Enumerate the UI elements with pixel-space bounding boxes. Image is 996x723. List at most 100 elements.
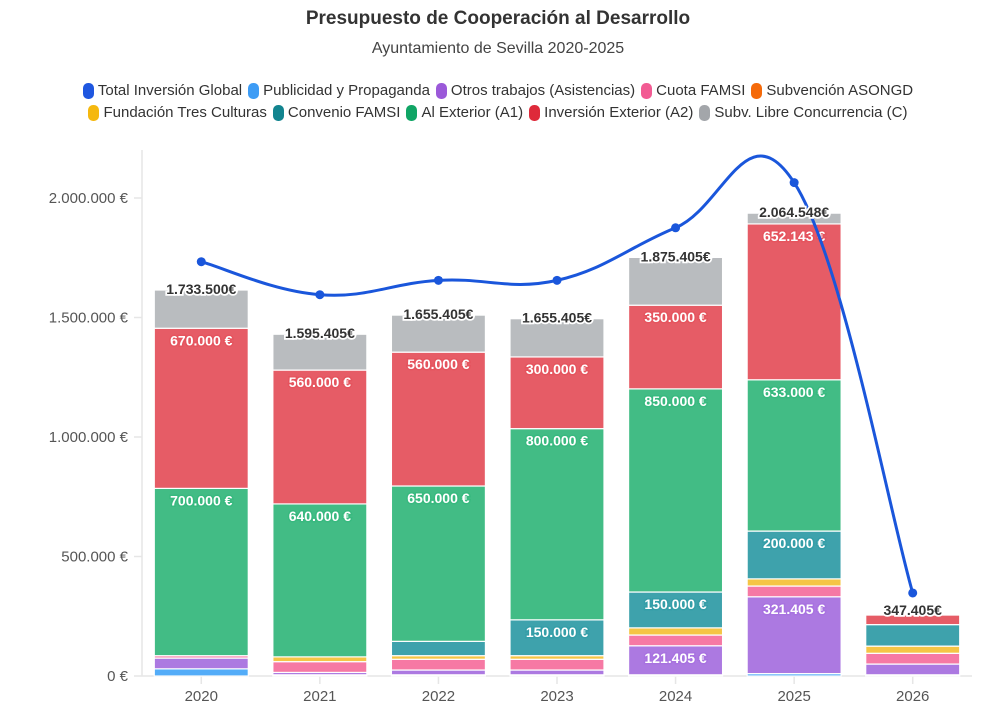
bar-value-label: 560.000 €	[289, 374, 351, 390]
bar-segment	[390, 640, 487, 657]
bar-segment	[509, 428, 605, 621]
bar-segment	[627, 627, 724, 636]
bar-value-label: 640.000 €	[289, 508, 351, 524]
legend-swatch-icon	[82, 82, 94, 99]
x-tick-label: 2023	[540, 688, 573, 705]
y-tick-label: 1.500.000 €	[49, 310, 129, 327]
legend-item-cuota-famsi[interactable]: Cuota FAMSI	[641, 82, 745, 99]
bar-segment	[272, 333, 368, 371]
total-value-label: 2.064.548€	[759, 204, 829, 220]
bar-segment	[272, 661, 368, 674]
bar-segment	[272, 656, 368, 663]
bar-value-label: 560.000 €	[407, 356, 469, 372]
total-line-point	[552, 275, 562, 285]
bar-value-label: 633.000 €	[763, 384, 825, 400]
legend-item-inversion-exterior-a2[interactable]: Inversión Exterior (A2)	[529, 104, 693, 121]
bar-value-label: 350.000 €	[644, 309, 706, 325]
bar-segment	[627, 304, 724, 390]
bar-segment	[390, 351, 487, 487]
legend-label: Publicidad y Propaganda	[263, 82, 430, 99]
legend-label: Subv. Libre Concurrencia (C)	[714, 104, 908, 121]
bar-value-label: 700.000 €	[170, 492, 232, 508]
legend-item-fundacion-tres-culturas[interactable]: Fundación Tres Culturas	[88, 104, 267, 121]
legend-label: Total Inversión Global	[97, 82, 243, 99]
total-line-point	[671, 223, 681, 233]
legend-swatch-icon	[699, 104, 711, 121]
bar-segment	[746, 585, 842, 598]
bar-segment	[153, 657, 249, 670]
total-line-point	[196, 257, 206, 267]
y-tick-label: 2.000.000 €	[49, 190, 129, 207]
bar-segment	[153, 668, 249, 677]
bar-value-label: 150.000 €	[644, 596, 706, 612]
legend-item-al-exterior-a1[interactable]: Al Exterior (A1)	[406, 104, 523, 121]
legend-item-subv-libre-concurrencia[interactable]: Subv. Libre Concurrencia (C)	[699, 104, 908, 121]
bar-segment	[390, 669, 487, 676]
legend-swatch-icon	[751, 82, 763, 99]
legend-swatch-icon	[272, 104, 284, 121]
bar-segment	[272, 503, 368, 658]
bar-segment	[390, 314, 487, 353]
bar-value-label: 652.143 €	[763, 228, 825, 244]
legend-swatch-icon	[435, 82, 447, 99]
total-labels: 1.733.500€ 1.595.405€ 1.655.405€ 1.655.405€…	[164, 202, 943, 619]
bar-segment	[153, 289, 249, 329]
legend-item-convenio-famsi[interactable]: Convenio FAMSI	[272, 104, 401, 121]
legend-item-subvencion-asongd[interactable]: Subvención ASONGD	[751, 82, 913, 99]
bar-segment	[153, 487, 249, 657]
x-tick-label: 2020	[185, 688, 218, 705]
x-tick-label: 2025	[777, 688, 810, 705]
legend-swatch-icon	[529, 104, 541, 121]
bar-segment	[746, 530, 842, 580]
bar-segment	[509, 669, 605, 676]
total-value-label: 1.733.500€	[166, 281, 236, 297]
bar-segment	[390, 485, 487, 642]
legend-row-2: Fundación Tres Culturas Convenio FAMSI A…	[0, 104, 996, 121]
bar-data-labels: 700.000 € 670.000 € 640.000 € 560.000 € 650.…	[169, 226, 827, 667]
legend-label: Cuota FAMSI	[656, 82, 746, 99]
bar-value-label: 200.000 €	[763, 535, 825, 551]
total-value-label: 1.875.405€	[641, 248, 711, 264]
total-line-point	[315, 290, 325, 300]
bar-value-label: 850.000 €	[644, 393, 706, 409]
legend-item-total-inversion-global[interactable]: Total Inversión Global	[82, 82, 243, 99]
total-line-point	[789, 178, 799, 188]
legend-item-otros-trabajos[interactable]: Otros trabajos (Asistencias)	[435, 82, 636, 99]
bar-segment	[153, 327, 249, 489]
legend-swatch-icon	[641, 82, 653, 99]
legend-label: Al Exterior (A1)	[421, 104, 524, 121]
bar-segment	[865, 614, 961, 626]
bar-stacks	[153, 212, 961, 677]
bar-segment	[746, 212, 842, 225]
bar-segment	[509, 658, 605, 671]
total-line	[196, 154, 918, 598]
bar-segment	[509, 619, 605, 657]
legend-item-publicidad[interactable]: Publicidad y Propaganda	[248, 82, 430, 99]
bar-segment	[746, 223, 842, 381]
total-line-point	[433, 275, 443, 285]
legend-label: Subvención ASONGD	[766, 82, 914, 99]
y-tick-label: 1.000.000 €	[49, 429, 129, 446]
bar-segment	[865, 663, 961, 676]
total-value-label: 1.595.405€	[285, 325, 355, 341]
y-tick-label: 500.000 €	[61, 549, 128, 566]
total-line-point	[908, 588, 918, 598]
legend-label: Convenio FAMSI	[287, 104, 401, 121]
x-tick-label: 2026	[896, 688, 929, 705]
bar-segment	[746, 578, 842, 587]
legend-label: Otros trabajos (Asistencias)	[450, 82, 636, 99]
bar-value-label: 300.000 €	[526, 361, 588, 377]
x-tick-label: 2021	[303, 688, 336, 705]
bar-segment	[272, 369, 368, 505]
y-tick-label: 0 €	[107, 668, 129, 685]
total-value-label: 1.655.405€	[403, 306, 473, 322]
bar-segment	[509, 356, 605, 430]
bar-value-label: 150.000 €	[526, 624, 588, 640]
chart-title: Presupuesto de Cooperación al Desarrollo	[305, 8, 691, 29]
bar-segment	[865, 624, 961, 647]
bar-value-label: 321.405 €	[763, 601, 825, 617]
bar-segment	[627, 634, 724, 647]
legend-swatch-icon	[406, 104, 418, 121]
bar-segment	[746, 379, 842, 532]
